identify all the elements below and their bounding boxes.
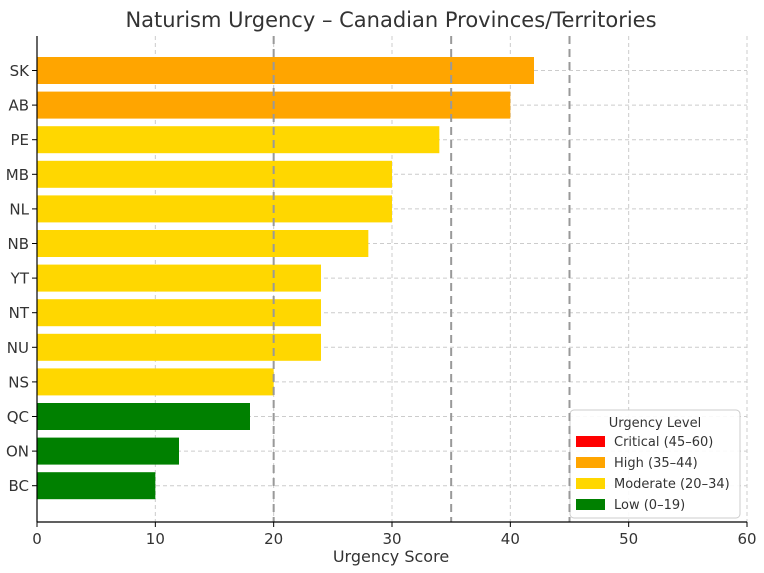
y-tick-label-nu: NU xyxy=(7,339,29,357)
y-tick-label-qc: QC xyxy=(7,408,29,426)
x-tick-label: 0 xyxy=(32,530,42,548)
y-tick-label-ab: AB xyxy=(8,97,29,115)
x-tick-label: 50 xyxy=(619,530,638,548)
bar-ns xyxy=(37,368,274,396)
axes xyxy=(36,36,747,523)
x-tick-labels: 0 10 20 30 40 50 60 xyxy=(32,522,757,548)
y-tick-label-bc: BC xyxy=(8,477,29,495)
legend-box xyxy=(569,409,741,519)
y-tick-label-nl: NL xyxy=(9,200,29,218)
legend-label-low: Low (0–19) xyxy=(614,498,685,513)
legend-swatch-critical xyxy=(576,436,605,447)
legend-label-critical: Critical (45–60) xyxy=(614,435,713,450)
bar-qc xyxy=(37,403,250,430)
legend: Urgency Level Critical (45–60) High (35–44… xyxy=(569,409,741,519)
legend-label-moderate: Moderate (20–34) xyxy=(614,477,730,492)
bar-nt xyxy=(37,299,321,327)
bar-yt xyxy=(37,264,321,292)
y-tick-label-nt: NT xyxy=(9,304,30,322)
bar-nb xyxy=(37,230,369,257)
x-tick-label: 20 xyxy=(264,530,283,548)
x-tick-label: 10 xyxy=(146,530,165,548)
legend-swatch-moderate xyxy=(576,478,605,489)
y-tick-label-sk: SK xyxy=(10,62,31,80)
legend-swatch-low xyxy=(576,499,605,510)
y-tick-label-pe: PE xyxy=(10,131,29,149)
bar-on xyxy=(37,437,179,465)
y-tick-label-ns: NS xyxy=(8,373,29,391)
bar-mb xyxy=(37,160,392,188)
y-tick-label-yt: YT xyxy=(10,270,30,288)
legend-label-high: High (35–44) xyxy=(614,456,698,471)
bar-sk xyxy=(37,57,534,84)
bars xyxy=(37,57,534,500)
chart-title: Naturism Urgency – Canadian Provinces/Te… xyxy=(125,8,656,32)
legend-title: Urgency Level xyxy=(609,416,701,431)
x-tick-label: 40 xyxy=(501,530,520,548)
bar-pe xyxy=(37,126,440,154)
x-axis-label: Urgency Score xyxy=(333,547,449,566)
bar-nu xyxy=(37,333,321,361)
legend-swatch-high xyxy=(576,457,605,468)
y-tick-label-mb: MB xyxy=(6,166,29,184)
threshold-lines xyxy=(272,36,571,522)
x-tick-label: 30 xyxy=(382,530,401,548)
y-tick-labels: SK AB PE MB NL NB YT NT NU NS QC ON BC xyxy=(6,62,37,495)
bar-bc xyxy=(37,472,156,500)
x-tick-label: 60 xyxy=(737,530,756,548)
bar-nl xyxy=(37,195,392,223)
y-tick-label-nb: NB xyxy=(7,235,29,253)
y-tick-label-on: ON xyxy=(6,443,29,461)
